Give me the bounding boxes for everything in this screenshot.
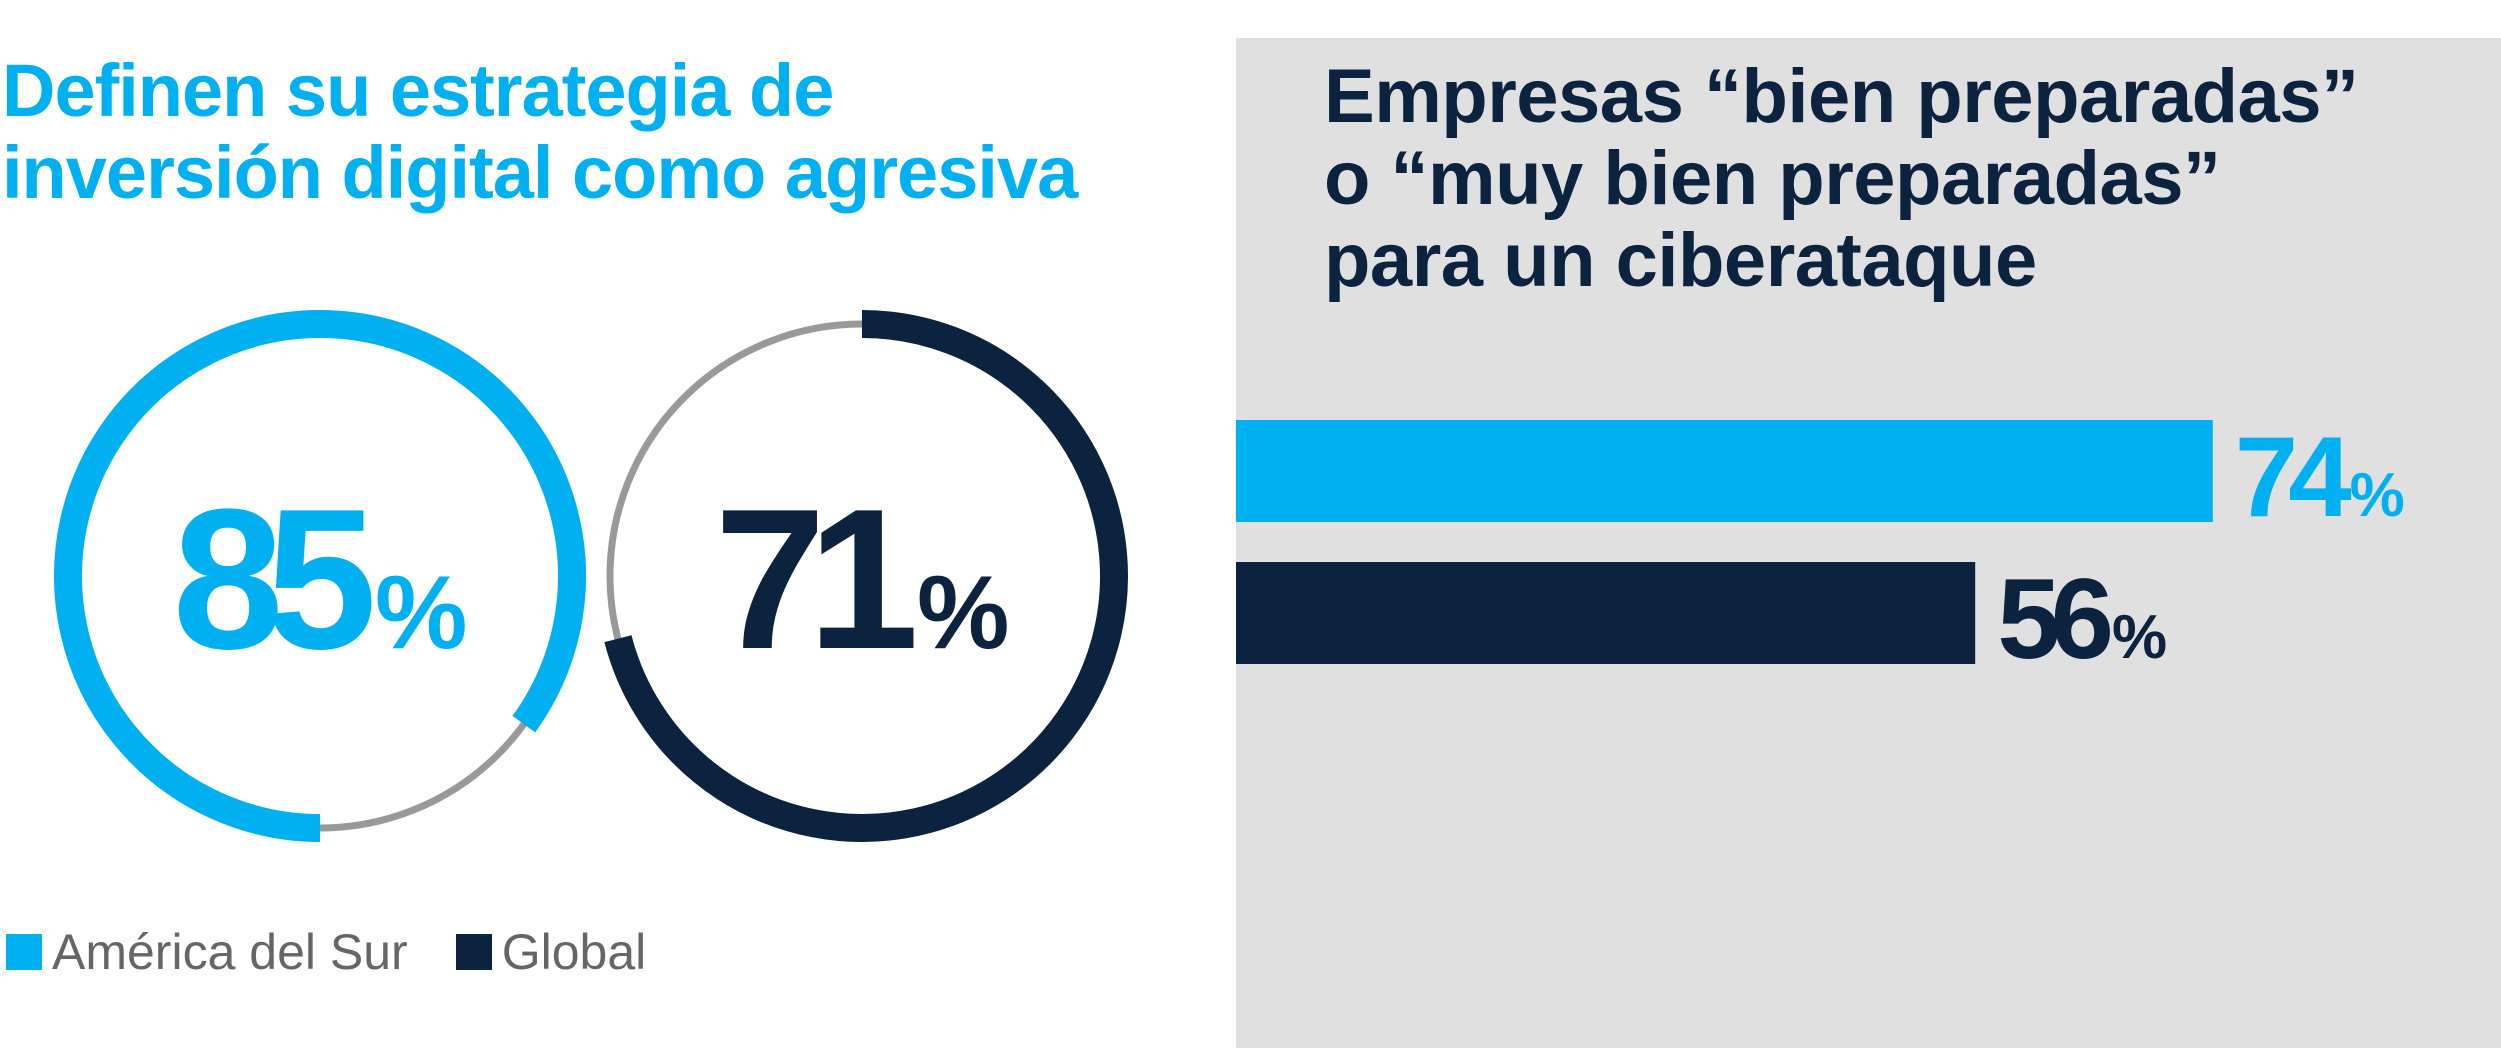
donut-value-number-south-america: 85 (173, 468, 372, 691)
bar-chart-panel: Empresas “bien preparadas” o “muy bien p… (1236, 38, 2501, 1048)
donut-arc-global (604, 310, 1128, 842)
donut-value-label-global: 71% (715, 468, 1010, 691)
bar-value-unit-global: % (2112, 603, 2167, 672)
donut-chart-title-line-2: inversión digital como agresiva (2, 131, 1078, 214)
bar-chart: 74 %56% (1236, 414, 2405, 678)
legend-label-south-america: América del Sur (52, 924, 408, 980)
donut-chart: 85% 71% (54, 310, 1128, 842)
donut-value-unit-global: % (917, 555, 1009, 671)
donut-value-label-south-america: 85% (173, 468, 468, 691)
bar-value-number-global: 56 (1997, 556, 2110, 678)
bar-south-america (1236, 420, 2213, 522)
bar-value-unit-south-america: % (2350, 461, 2405, 530)
legend-label-global: Global (501, 924, 647, 980)
donut-arc-south-america (54, 310, 586, 842)
donut-chart-title-line-1: Definen su estrategia de (2, 49, 834, 132)
legend: América del Sur Global (6, 922, 694, 982)
bar-chart-title: Empresas “bien preparadas” o “muy bien p… (1324, 56, 2484, 302)
bar-value-label-south-america: 74% (2235, 414, 2405, 541)
legend-item-south-america: América del Sur (6, 922, 408, 982)
donut-chart-panel: Definen su estrategia de inversión digit… (0, 0, 1236, 1048)
legend-swatch-global (455, 934, 492, 970)
bar-global (1236, 562, 1976, 664)
donut-value-number-global: 71 (715, 468, 914, 691)
bar-value-number-south-america: 74 (2235, 414, 2351, 541)
bar-chart-title-line-1: Empresas “bien preparadas” (1324, 54, 2359, 139)
bar-chart-title-line-3: para un ciberataque (1324, 218, 2037, 303)
legend-swatch-south-america (6, 934, 42, 970)
bar-chart-title-line-2: o “muy bien preparadas” (1324, 136, 2221, 221)
bar-value-label-global: 56% (1997, 556, 2167, 678)
donut-chart-title: Definen su estrategia de inversión digit… (2, 50, 1222, 214)
donut-value-unit-south-america: % (375, 555, 467, 671)
legend-item-global: Global (455, 922, 647, 982)
